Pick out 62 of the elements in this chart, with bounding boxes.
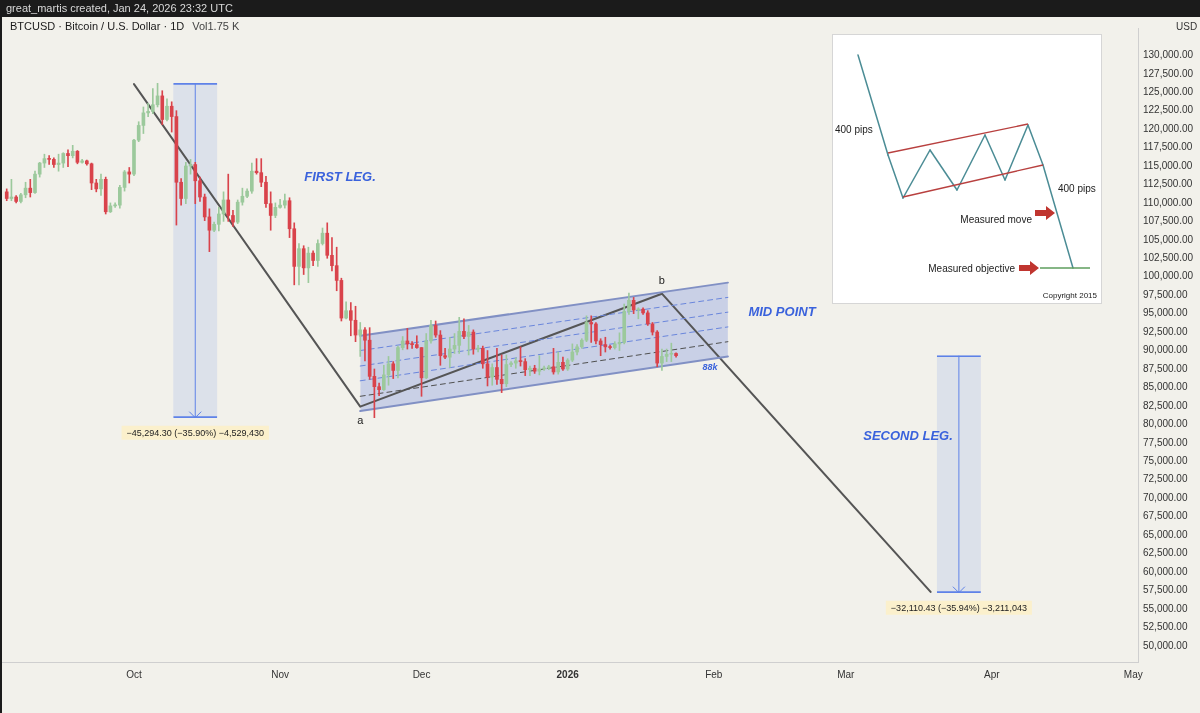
annotation: 400 pips bbox=[835, 124, 873, 135]
annotation: Copyright 2015 bbox=[1042, 291, 1098, 300]
y-tick-label: 55,000.00 bbox=[1143, 602, 1188, 614]
annotation: Measured objective bbox=[928, 263, 1016, 274]
y-tick-label: 50,000.00 bbox=[1143, 639, 1188, 651]
candlestick bbox=[528, 365, 532, 376]
text: great_martis created, Jan 24, 2026 23:32 UTC bbox=[6, 2, 233, 15]
y-tick-label: 122,500.00 bbox=[1143, 104, 1194, 116]
x-tick-label: Oct bbox=[126, 668, 142, 680]
x-tick-label: Apr bbox=[984, 668, 1001, 680]
y-tick-label: 117,500.00 bbox=[1143, 141, 1193, 153]
y-tick-label: 115,000.00 bbox=[1143, 159, 1193, 171]
x-tick-label: 2026 bbox=[556, 668, 580, 680]
y-tick-label: 102,500.00 bbox=[1143, 252, 1194, 264]
annotation: SECOND LEG. bbox=[863, 427, 953, 443]
x-tick-label: May bbox=[1123, 668, 1143, 680]
y-tick-label: 87,500.00 bbox=[1143, 362, 1188, 374]
y-tick-label: 52,500.00 bbox=[1143, 621, 1188, 633]
annotation: FIRST LEG. bbox=[304, 168, 376, 184]
y-tick-label: 120,000.00 bbox=[1143, 122, 1194, 134]
annotation: 88k bbox=[702, 362, 718, 372]
y-tick-label: 92,500.00 bbox=[1143, 325, 1188, 337]
x-tick-label: Nov bbox=[271, 668, 290, 680]
y-tick-label: 127,500.00 bbox=[1143, 67, 1194, 79]
candlestick bbox=[589, 315, 594, 343]
y-tick-label: 65,000.00 bbox=[1143, 528, 1188, 540]
y-tick-label: 75,000.00 bbox=[1143, 455, 1188, 466]
y-tick-label: 100,000.00 bbox=[1143, 270, 1194, 282]
annotation: MID POINT bbox=[748, 303, 816, 319]
y-tick-label: 130,000.00 bbox=[1143, 49, 1194, 61]
y-tick-label: 72,500.00 bbox=[1143, 473, 1188, 485]
y-tick-label: 85,000.00 bbox=[1143, 381, 1188, 393]
x-tick-label: Feb bbox=[705, 668, 723, 680]
annotation: Measured move bbox=[960, 214, 1033, 225]
candlestick bbox=[66, 149, 70, 168]
y-tick-label: 112,500.00 bbox=[1143, 178, 1193, 190]
y-tick-label: 125,000.00 bbox=[1143, 85, 1194, 97]
data-label: −45,294.30 (−35.90%) −4,529,430 bbox=[126, 427, 264, 438]
annotation: b bbox=[658, 273, 665, 286]
annotation: a bbox=[357, 413, 365, 426]
chart-title: BTCUSD · Bitcoin / U.S. Dollar · 1D bbox=[10, 20, 185, 32]
x-tick-label: Mar bbox=[837, 668, 856, 680]
y-tick-label: 57,500.00 bbox=[1143, 584, 1188, 596]
y-axis-title: USD bbox=[1176, 21, 1198, 33]
x-tick-label: Dec bbox=[412, 668, 431, 680]
annotation: 400 pips bbox=[1058, 183, 1096, 194]
y-tick-label: 62,500.00 bbox=[1143, 547, 1188, 559]
y-tick-label: 97,500.00 bbox=[1143, 288, 1188, 300]
y-tick-label: 110,000.00 bbox=[1143, 196, 1193, 208]
y-tick-label: 82,500.00 bbox=[1143, 399, 1188, 411]
y-tick-label: 77,500.00 bbox=[1143, 436, 1188, 448]
y-tick-label: 67,500.00 bbox=[1143, 510, 1188, 522]
y-tick-label: 107,500.00 bbox=[1143, 215, 1194, 227]
data-label: −32,110.43 (−35.94%) −3,211,043 bbox=[890, 602, 1027, 613]
candlestick bbox=[358, 322, 363, 357]
y-tick-label: 80,000.00 bbox=[1143, 418, 1188, 430]
y-tick-label: 70,000.00 bbox=[1143, 491, 1188, 503]
y-tick-label: 90,000.00 bbox=[1143, 344, 1188, 356]
chart-subtitle: Vol1.75 K bbox=[192, 20, 240, 32]
y-tick-label: 60,000.00 bbox=[1143, 565, 1188, 577]
y-tick-label: 95,000.00 bbox=[1143, 307, 1188, 319]
y-tick-label: 105,000.00 bbox=[1143, 233, 1194, 245]
